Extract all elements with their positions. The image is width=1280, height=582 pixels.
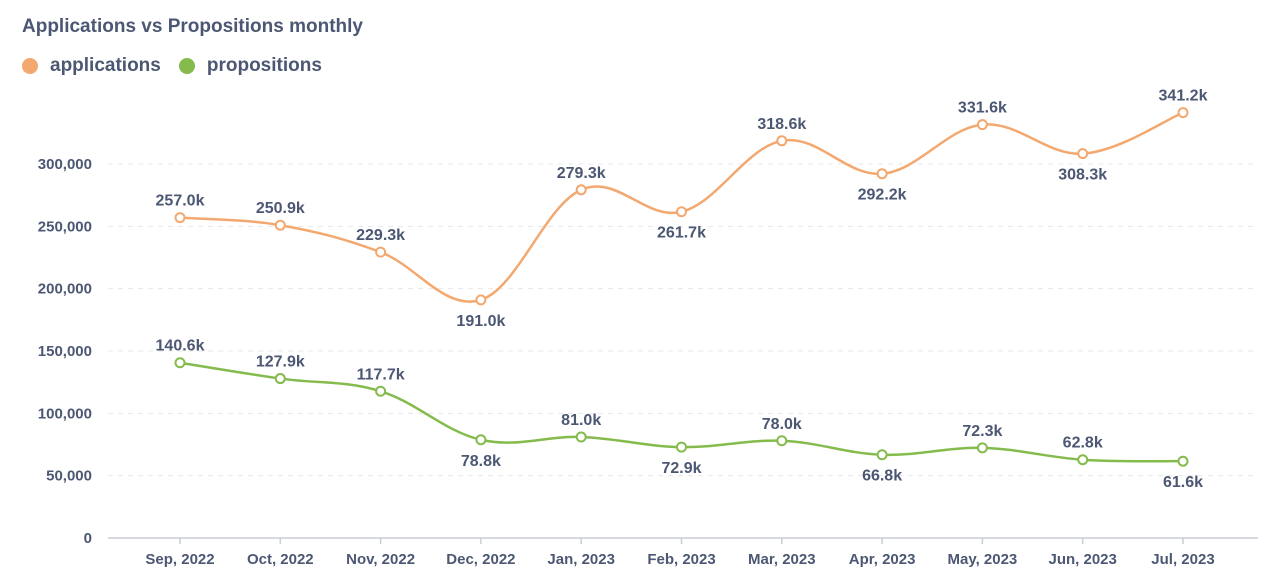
x-tick-label: Mar, 2023 — [748, 551, 816, 568]
data-point-applications — [375, 246, 387, 258]
y-tick-label: 50,000 — [46, 468, 92, 485]
data-point-propositions — [475, 434, 487, 446]
x-tick-label: Apr, 2023 — [849, 551, 916, 568]
legend-item-propositions[interactable]: propositions — [178, 55, 322, 77]
data-point-applications — [676, 206, 687, 218]
data-label-applications: 341.2k — [1159, 88, 1208, 105]
data-label-applications: 191.0k — [456, 313, 505, 330]
x-tick-label: Nov, 2022 — [346, 551, 415, 568]
data-point-applications — [1077, 148, 1089, 160]
data-label-propositions: 78.8k — [461, 453, 501, 470]
data-point-propositions — [776, 435, 788, 447]
x-tick-label: Feb, 2023 — [647, 551, 715, 568]
x-tick-label: Jan, 2023 — [547, 551, 615, 568]
x-tick-label: Oct, 2022 — [247, 551, 314, 568]
legend: applications propositions — [22, 55, 322, 77]
data-label-propositions: 66.8k — [862, 468, 902, 485]
data-label-propositions: 72.3k — [962, 423, 1002, 440]
data-label-applications: 318.6k — [757, 116, 806, 133]
data-label-propositions: 62.8k — [1063, 435, 1103, 452]
data-point-applications — [174, 212, 186, 224]
data-label-applications: 229.3k — [356, 227, 405, 244]
data-label-applications: 250.9k — [256, 200, 305, 217]
data-point-applications — [475, 294, 487, 306]
data-point-propositions — [274, 373, 286, 385]
legend-applications-label: applications — [50, 55, 161, 76]
data-point-applications — [876, 168, 888, 180]
data-point-propositions — [676, 441, 687, 453]
y-tick-label: 200,000 — [38, 281, 92, 298]
data-label-propositions: 78.0k — [762, 416, 802, 433]
data-point-applications — [1177, 107, 1189, 119]
data-label-applications: 279.3k — [557, 165, 606, 182]
data-label-applications: 292.2k — [858, 187, 907, 204]
data-label-applications: 308.3k — [1058, 167, 1107, 184]
data-point-propositions — [976, 442, 988, 454]
x-tick-label: Jun, 2023 — [1049, 551, 1117, 568]
data-label-propositions: 117.7k — [357, 366, 405, 383]
legend-propositions-dot-icon — [178, 58, 195, 74]
data-label-propositions: 127.9k — [256, 354, 305, 371]
data-label-propositions: 72.9k — [661, 460, 701, 477]
y-tick-label: 300,000 — [38, 156, 92, 173]
data-point-propositions — [174, 357, 186, 369]
data-point-applications — [976, 119, 988, 131]
chart-title: Applications vs Propositions monthly — [22, 16, 363, 37]
y-tick-label: 0 — [84, 530, 92, 547]
data-point-propositions — [575, 431, 587, 443]
data-point-propositions — [876, 449, 888, 461]
data-point-propositions — [1177, 455, 1189, 467]
y-tick-label: 100,000 — [38, 405, 92, 422]
x-tick-label: Sep, 2022 — [145, 551, 214, 568]
data-point-propositions — [1077, 454, 1089, 466]
x-tick-label: Jul, 2023 — [1151, 551, 1214, 568]
legend-item-applications[interactable]: applications — [22, 55, 161, 77]
data-point-propositions — [375, 385, 387, 397]
data-label-applications: 261.7k — [657, 225, 706, 242]
x-tick-label: Dec, 2022 — [446, 551, 515, 568]
data-label-propositions: 140.6k — [156, 338, 205, 355]
y-tick-label: 150,000 — [38, 343, 92, 360]
y-tick-label: 250,000 — [38, 218, 92, 235]
data-label-propositions: 61.6k — [1163, 474, 1203, 491]
data-point-applications — [274, 219, 286, 231]
data-label-applications: 257.0k — [156, 193, 205, 210]
data-label-applications: 331.6k — [958, 100, 1007, 117]
x-tick-label: May, 2023 — [948, 551, 1018, 568]
legend-applications-dot-icon — [22, 58, 38, 74]
data-point-applications — [575, 184, 587, 196]
data-point-applications — [776, 135, 788, 147]
legend-propositions-label: propositions — [206, 55, 322, 76]
data-label-propositions: 81.0k — [561, 412, 601, 429]
